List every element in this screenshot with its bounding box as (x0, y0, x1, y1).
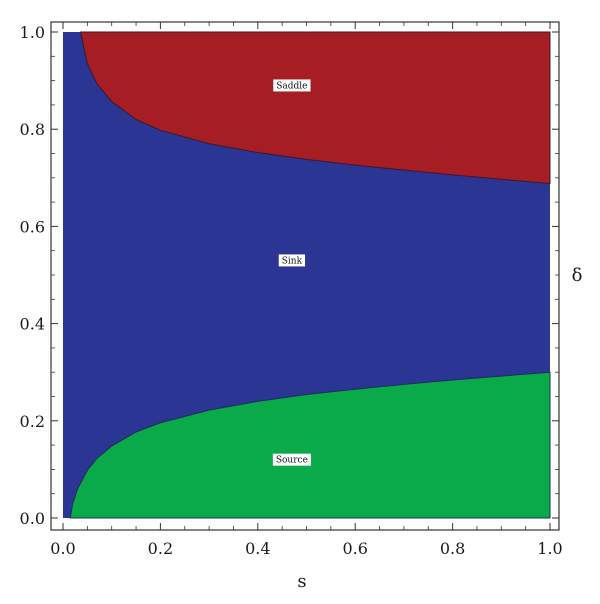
sink-label: Sink (278, 254, 306, 267)
y-axis-label: δ (572, 265, 583, 286)
x-tick-label: 0.0 (50, 539, 75, 558)
region-label-box (278, 254, 306, 267)
y-tick-label: 0.2 (20, 412, 45, 431)
x-tick-label: 0.8 (440, 539, 465, 558)
saddle-region (79, 31, 551, 185)
source-label: Source (272, 453, 311, 466)
y-tick-label: 0.8 (20, 120, 45, 139)
y-tick-label: 1.0 (20, 23, 45, 42)
regions-layer (63, 31, 551, 519)
y-tick-label: 0.4 (20, 315, 45, 334)
x-tick-label: 0.6 (342, 539, 367, 558)
x-tick-label: 0.2 (148, 539, 173, 558)
source-region (69, 371, 551, 519)
x-tick-label: 0.4 (245, 539, 270, 558)
x-axis-label: s (297, 571, 306, 592)
region-labels: Saddle Sink Source (272, 79, 311, 466)
saddle-label: Saddle (273, 79, 311, 92)
region-label-text: Sink (282, 256, 303, 266)
frame-border (50, 21, 560, 531)
region-label-text: Saddle (276, 81, 307, 91)
region-label-box (273, 79, 311, 92)
x-tick-label: 1.0 (537, 539, 562, 558)
region-label-text: Source (276, 456, 308, 466)
region-label-box (272, 453, 311, 466)
y-tick-label: 0.0 (20, 509, 45, 528)
y-tick-label: 0.6 (20, 217, 45, 236)
axis-ticks: 0.0 0.2 0.4 0.6 0.8 1.0 0.0 0.2 0.4 0.6 0.8 1.0 (20, 22, 563, 558)
plot-frame (50, 21, 560, 531)
